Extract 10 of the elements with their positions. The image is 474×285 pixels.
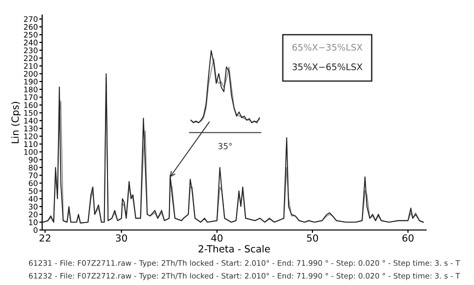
x-tick-label: 60 bbox=[402, 234, 414, 242]
x-tick-label: 30 bbox=[116, 234, 127, 242]
y-axis-title: Lin (Cps) bbox=[11, 102, 21, 144]
x-tick-label: 50 bbox=[307, 234, 318, 242]
x-tick-label: 22 bbox=[40, 234, 50, 242]
text: 65%X−35%LSX bbox=[292, 44, 362, 51]
annotation: 35° bbox=[218, 142, 232, 150]
x-axis-title: 2-Theta - Scale bbox=[198, 244, 270, 252]
text: 35%X−65%LSX bbox=[292, 63, 362, 70]
x-tick-label: 40 bbox=[211, 234, 223, 242]
